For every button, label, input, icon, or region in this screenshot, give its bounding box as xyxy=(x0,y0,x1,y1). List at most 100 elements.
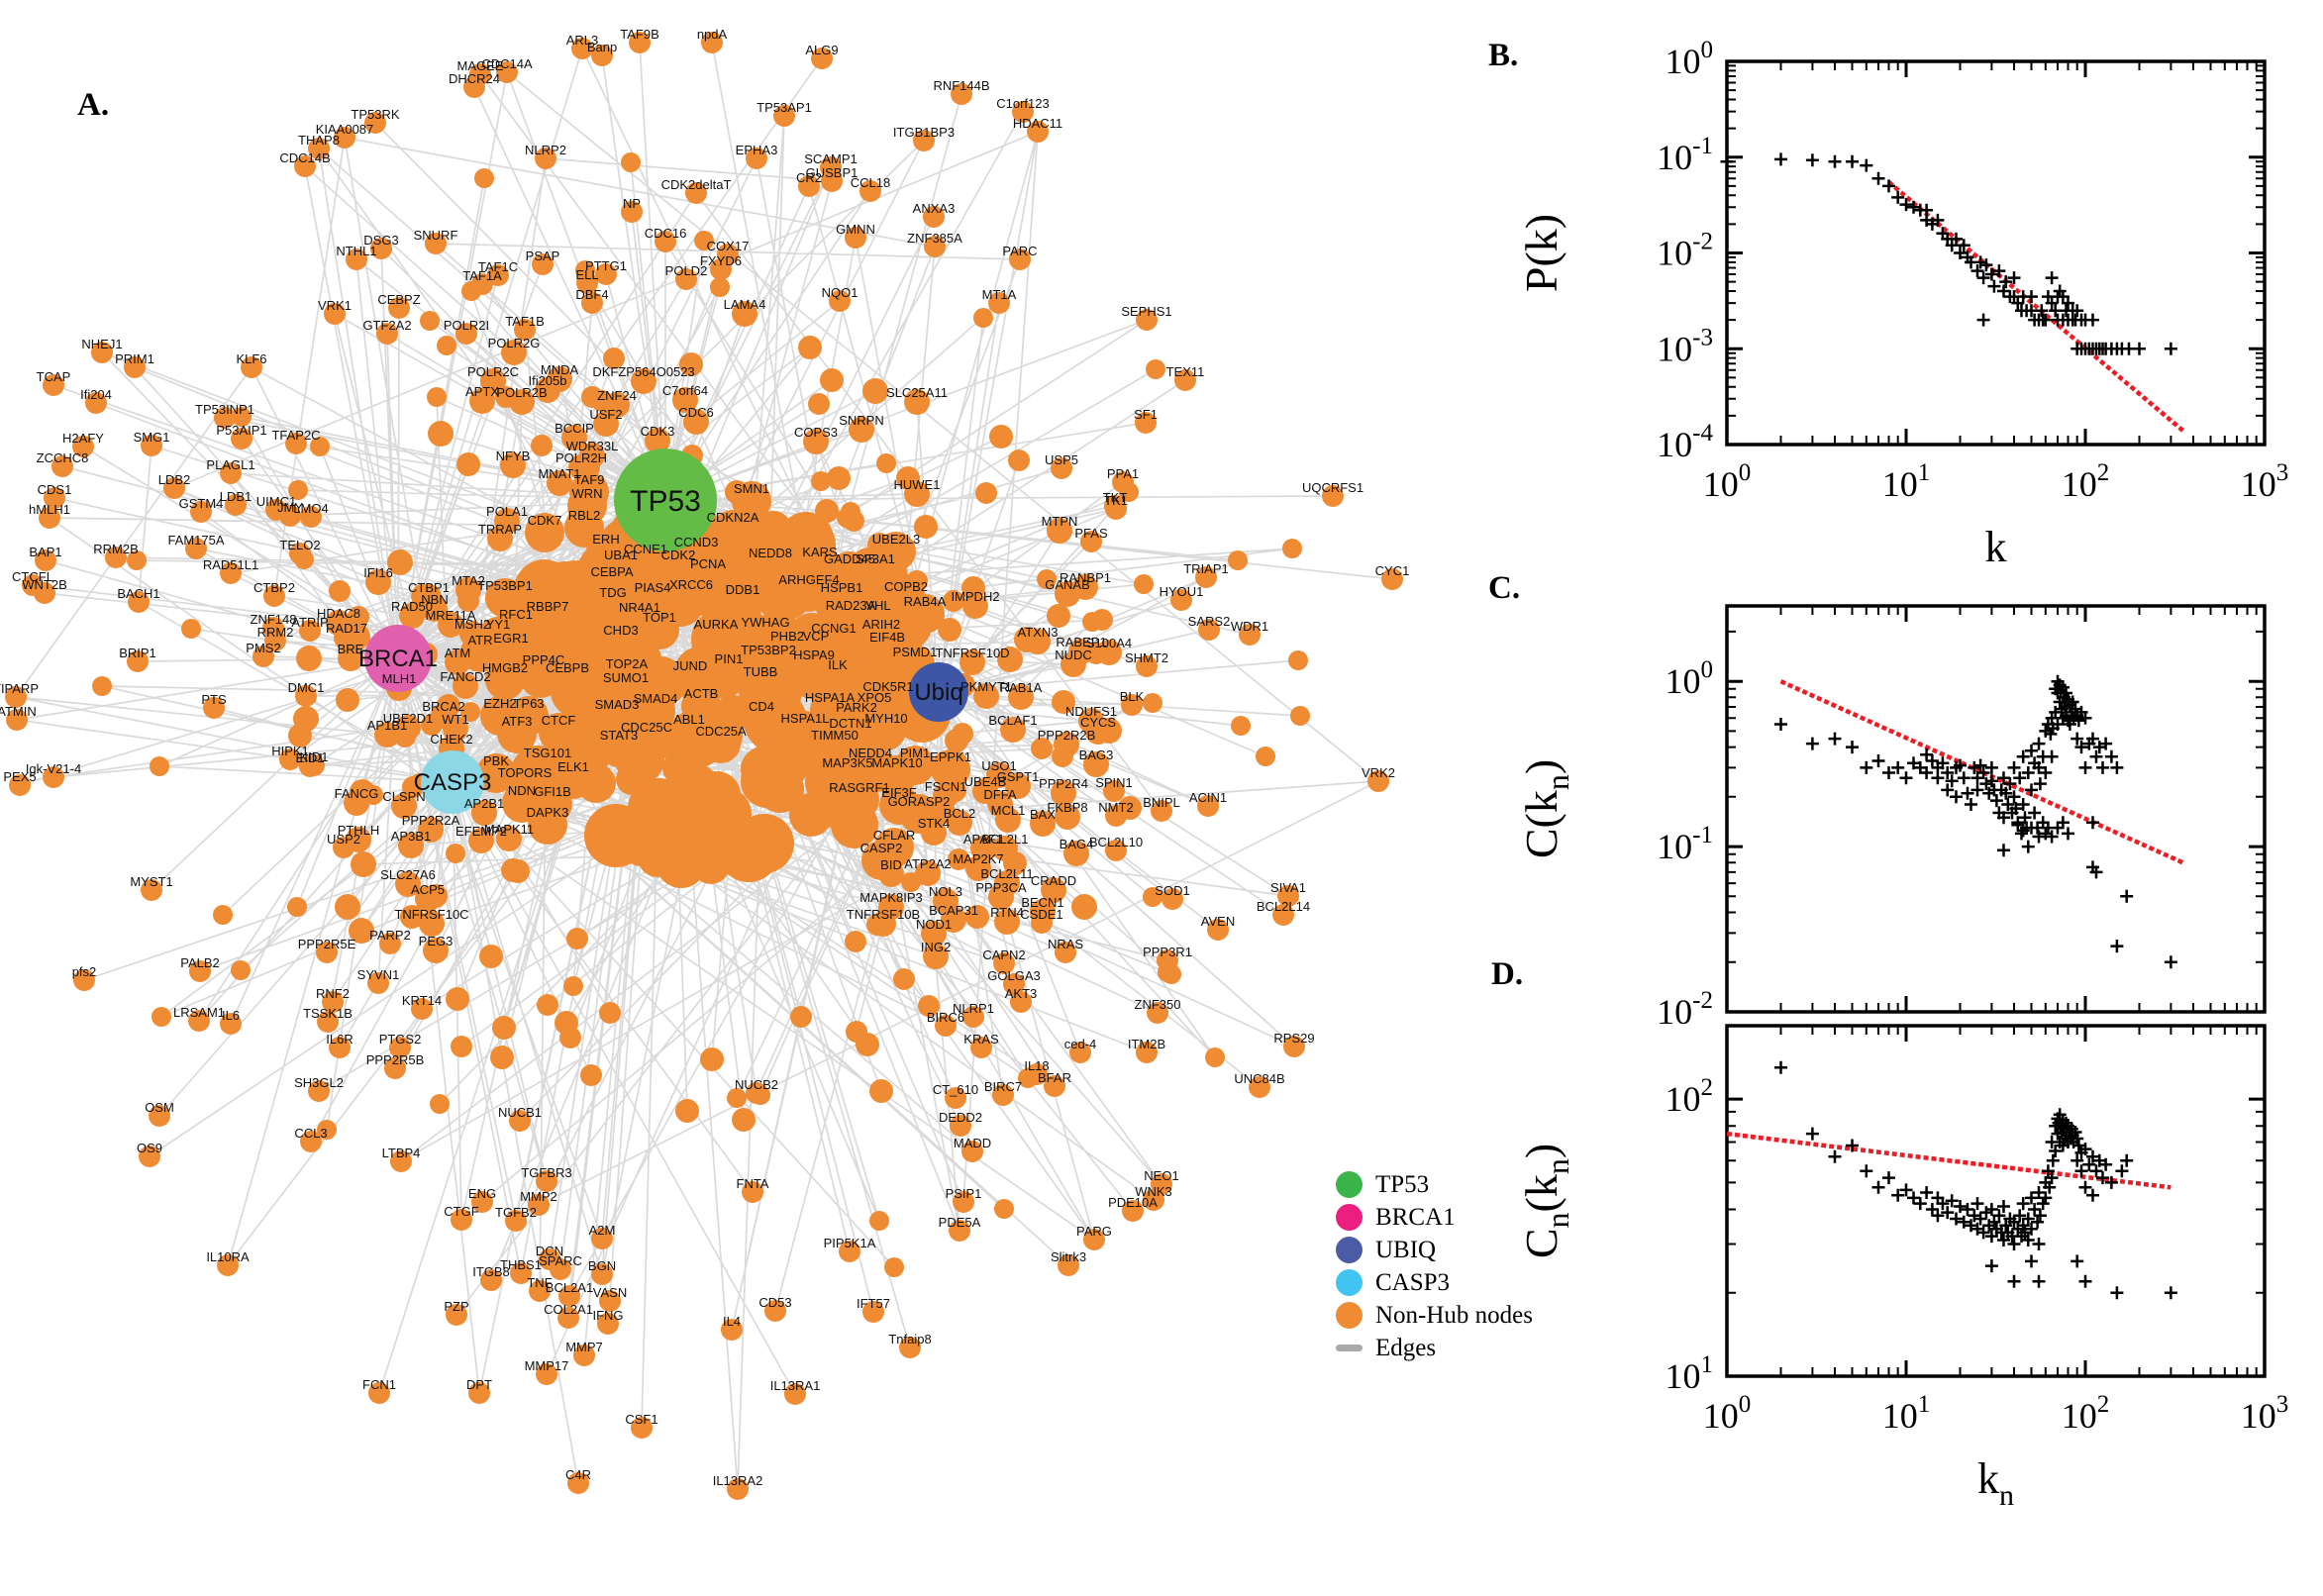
network-node xyxy=(149,1105,170,1127)
gene-label: UBA1 xyxy=(604,548,638,562)
gene-label: SMN1 xyxy=(734,481,769,496)
gene-label: TOPORS xyxy=(498,765,553,780)
gene-label: LMO4 xyxy=(293,501,328,516)
network-node xyxy=(351,851,376,877)
gene-label: APTX xyxy=(465,384,499,399)
network-node xyxy=(317,1011,339,1033)
network-node xyxy=(370,238,392,259)
gene-label: CEBPB xyxy=(546,660,589,675)
network-node xyxy=(965,905,989,929)
network-node xyxy=(418,817,444,843)
legend-label-tp53: TP53 xyxy=(1375,1170,1430,1198)
gene-label: RNF2 xyxy=(316,986,350,1001)
network-node xyxy=(455,577,481,603)
network-node xyxy=(732,481,771,521)
network-node xyxy=(299,620,321,642)
gene-label: MLH1 xyxy=(382,671,417,686)
gene-label: ATXN3 xyxy=(1018,625,1059,640)
network-node xyxy=(840,780,879,820)
gene-label: PPP3CA xyxy=(975,880,1027,895)
network-node xyxy=(869,1079,893,1103)
network-node xyxy=(1136,655,1158,677)
network-node xyxy=(951,83,972,105)
gene-label: WRN xyxy=(571,486,602,501)
gene-label: SH3GL2 xyxy=(294,1075,344,1090)
network-node xyxy=(741,664,780,704)
network-node xyxy=(784,1383,806,1405)
network-node xyxy=(1105,805,1127,827)
ubiq-hub-swatch-icon xyxy=(1336,1237,1363,1263)
gene-label: MCL1 xyxy=(991,803,1026,818)
network-node xyxy=(993,952,1015,974)
gene-label: ced-4 xyxy=(1064,1037,1097,1051)
tick-label: 101 xyxy=(1666,1351,1714,1396)
legend-label-ubiq: UBIQ xyxy=(1375,1236,1437,1263)
network-node xyxy=(992,1084,1014,1106)
network-node xyxy=(334,625,359,650)
network-node xyxy=(535,377,560,403)
gene-label: RPS29 xyxy=(1273,1031,1314,1046)
network-node xyxy=(501,858,525,882)
network-node xyxy=(437,336,456,355)
network-node xyxy=(163,477,185,499)
gene-label: HYOU1 xyxy=(1160,584,1204,599)
network-node xyxy=(1047,604,1070,628)
network-node xyxy=(923,206,945,228)
network-node xyxy=(496,61,518,83)
gene-label: NEDD8 xyxy=(749,546,792,560)
network-node xyxy=(1122,1200,1144,1222)
gene-label: POLR2B xyxy=(496,385,547,400)
gene-label: USO1 xyxy=(981,758,1016,773)
gene-label: UNC84B xyxy=(1234,1071,1284,1086)
network-node xyxy=(1146,359,1165,379)
network-node xyxy=(995,807,1021,833)
fit-line xyxy=(1779,679,2184,865)
gene-label: AVEN xyxy=(1201,914,1235,929)
gene-label: A2M xyxy=(589,1223,616,1238)
gene-label: NEO1 xyxy=(1144,1168,1178,1183)
network-node xyxy=(1063,841,1089,866)
network-node xyxy=(85,392,107,414)
network-node xyxy=(563,976,583,996)
network-node xyxy=(189,960,211,982)
network-node xyxy=(862,1301,884,1323)
gene-label: PPP2R4 xyxy=(1039,776,1088,791)
network-node xyxy=(479,945,503,968)
network-node xyxy=(1037,569,1057,589)
network-node xyxy=(446,844,465,863)
major-ticks xyxy=(1725,1026,2267,1378)
gene-label: BFAR xyxy=(1038,1070,1071,1085)
tick-label: 10-2 xyxy=(1657,987,1713,1032)
network-node xyxy=(988,292,1010,314)
gene-label: IL18 xyxy=(1024,1058,1049,1073)
gene-label: ANXA3 xyxy=(913,201,956,216)
gene-label: EFEMP2 xyxy=(455,824,507,839)
gene-label: NTHL1 xyxy=(336,244,376,258)
gene-label: YWHAG xyxy=(741,615,789,630)
gene-label: SYVN1 xyxy=(357,967,400,982)
gene-label: CDK2deltaT xyxy=(661,177,732,192)
gene-label: RRM2B xyxy=(93,542,139,556)
plot-frame xyxy=(1725,59,2267,447)
gene-label: KLF6 xyxy=(236,351,266,366)
gene-label: GMNN xyxy=(836,222,875,237)
gene-label: POLR2H xyxy=(556,450,607,465)
network-node xyxy=(700,1047,724,1071)
network-node xyxy=(419,911,445,937)
tick-label: 103 xyxy=(2241,459,2289,504)
network-node xyxy=(1105,840,1127,861)
network-node xyxy=(395,715,421,741)
network-node xyxy=(185,538,207,559)
network-node xyxy=(402,776,424,798)
gene-label: CDKN2A xyxy=(707,510,759,525)
network-node xyxy=(334,127,355,149)
network-node xyxy=(1083,1229,1105,1250)
network-node xyxy=(92,676,112,696)
gene-label: ATF3 xyxy=(502,714,533,729)
gene-label: LDB2 xyxy=(158,472,191,487)
network-node xyxy=(387,549,413,575)
data-points xyxy=(1720,152,2177,355)
gene-label: BAG3 xyxy=(1079,748,1114,762)
